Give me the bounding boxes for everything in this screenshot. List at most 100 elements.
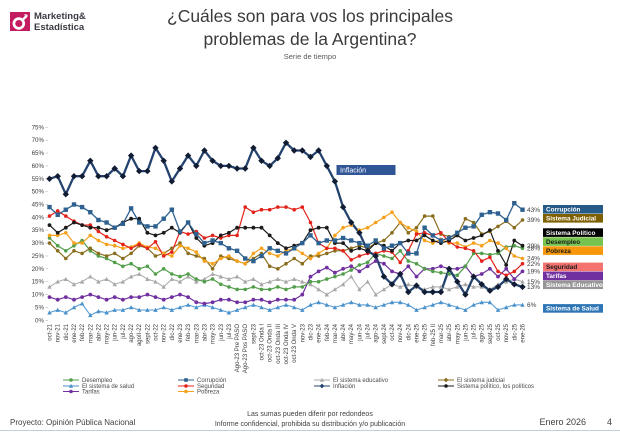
svg-text:nov-21: nov-21	[56, 323, 62, 342]
svg-text:55%: 55%	[32, 176, 45, 183]
svg-text:feb-25: feb-25	[423, 323, 429, 341]
svg-text:abr-22: abr-22	[96, 323, 102, 341]
svg-text:may-23: may-23	[211, 323, 217, 344]
svg-text:jul-24: jul-24	[366, 323, 372, 339]
svg-text:agoII-22: agoII-22	[137, 323, 143, 346]
svg-text:dic-22: dic-22	[170, 323, 176, 340]
svg-text:70%: 70%	[32, 137, 45, 144]
svg-text:30%: 30%	[32, 240, 45, 247]
svg-text:ene-26: ene-26	[521, 323, 527, 342]
svg-text:ene-22: ene-22	[72, 323, 78, 342]
svg-text:Inflación: Inflación	[340, 168, 366, 175]
svg-text:22%: 22%	[527, 261, 540, 268]
svg-text:may-25: may-25	[455, 323, 461, 344]
svg-text:Ago-23 Pos PASO: Ago-23 Pos PASO	[243, 324, 249, 374]
svg-text:35%: 35%	[32, 227, 45, 234]
svg-text:nov-24: nov-24	[398, 323, 404, 342]
svg-text:Sistema Judicial: Sistema Judicial	[546, 216, 596, 223]
svg-text:Corrupción: Corrupción	[546, 207, 581, 214]
svg-text:oct-23 Onda III: oct-23 Onda III	[276, 324, 282, 364]
svg-text:dic-23: dic-23	[309, 323, 315, 340]
svg-text:40%: 40%	[32, 214, 45, 221]
svg-text:Inflación: Inflación	[333, 384, 355, 390]
svg-text:oct-21: oct-21	[48, 323, 54, 340]
svg-text:ago-25: ago-25	[480, 323, 486, 342]
svg-text:Ago-23 Pre PASO: Ago-23 Pre PASO	[235, 324, 241, 373]
svg-text:abr-25: abr-25	[447, 323, 453, 341]
svg-text:abr-24: abr-24	[341, 323, 347, 341]
svg-text:ene-23: ene-23	[178, 323, 184, 342]
svg-text:15%: 15%	[527, 279, 540, 286]
svg-text:0%: 0%	[35, 317, 44, 324]
svg-text:oct-23 Onda I: oct-23 Onda I	[260, 324, 266, 361]
svg-text:may-22: may-22	[105, 323, 111, 344]
svg-text:Sistema político, los político: Sistema político, los políticos	[457, 384, 534, 390]
svg-text:15%: 15%	[32, 279, 45, 286]
svg-text:Sistema de Salud: Sistema de Salud	[546, 306, 599, 313]
svg-text:Sistema Político: Sistema Político	[546, 230, 595, 237]
svg-text:60%: 60%	[32, 163, 45, 170]
svg-text:dic-21: dic-21	[64, 323, 70, 340]
svg-text:19%: 19%	[527, 269, 540, 276]
svg-text:25%: 25%	[32, 253, 45, 260]
svg-text:ene-25: ene-25	[415, 323, 421, 342]
svg-text:oct-23 Onda IV: oct-23 Onda IV	[284, 324, 290, 364]
svg-text:Tarifas: Tarifas	[82, 390, 100, 396]
svg-text:20%: 20%	[32, 266, 45, 273]
svg-text:dic-25: dic-25	[512, 323, 518, 340]
svg-text:Corrupción: Corrupción	[197, 378, 226, 384]
svg-text:may-24: may-24	[349, 323, 355, 344]
svg-text:dic-24: dic-24	[406, 323, 412, 340]
svg-text:jul-23: jul-23	[227, 323, 233, 339]
svg-text:El sistema de salud: El sistema de salud	[82, 384, 134, 390]
svg-text:oct-22: oct-22	[154, 323, 160, 340]
svg-text:29%: 29%	[527, 243, 540, 250]
svg-text:6%: 6%	[527, 302, 537, 309]
svg-text:El sistema educativo: El sistema educativo	[333, 378, 389, 384]
svg-text:ago-24: ago-24	[374, 323, 380, 342]
svg-text:jun-25: jun-25	[463, 323, 469, 341]
svg-text:feb-23: feb-23	[186, 323, 192, 341]
svg-text:oct-23 Onda V: oct-23 Onda V	[292, 324, 298, 363]
svg-text:jul-22: jul-22	[121, 323, 127, 339]
svg-text:ene-24: ene-24	[317, 323, 323, 342]
svg-text:Sistema Educativo: Sistema Educativo	[546, 282, 603, 289]
svg-text:sept-25: sept-25	[488, 323, 494, 344]
svg-text:Tarifas: Tarifas	[546, 273, 567, 280]
svg-text:jul-25: jul-25	[472, 323, 478, 339]
svg-text:39%: 39%	[527, 217, 540, 224]
svg-text:45%: 45%	[32, 202, 45, 209]
svg-text:43%: 43%	[527, 207, 540, 214]
svg-text:sept-23: sept-23	[251, 323, 257, 344]
svg-text:75%: 75%	[32, 124, 45, 131]
svg-text:oct-24: oct-24	[390, 323, 396, 340]
svg-text:50%: 50%	[32, 189, 45, 196]
svg-text:nov-22: nov-22	[162, 323, 168, 342]
svg-text:ago-22: ago-22	[129, 323, 135, 342]
svg-text:Seguridad: Seguridad	[546, 264, 577, 271]
svg-text:jun-22: jun-22	[113, 323, 119, 341]
svg-text:5%: 5%	[35, 304, 44, 311]
svg-text:Desempleo: Desempleo	[82, 378, 113, 384]
svg-text:abr-23: abr-23	[202, 323, 208, 341]
svg-text:Seguridad: Seguridad	[197, 384, 224, 390]
svg-text:sept-22: sept-22	[145, 323, 151, 344]
svg-text:13%: 13%	[527, 284, 540, 291]
svg-text:sept-24: sept-24	[382, 323, 388, 344]
svg-text:Desempleo: Desempleo	[546, 239, 580, 246]
svg-text:mar-24: mar-24	[333, 323, 339, 343]
svg-text:mar-25: mar-25	[439, 323, 445, 343]
svg-text:Pobreza: Pobreza	[197, 390, 220, 396]
svg-text:El sistema judicial: El sistema judicial	[457, 378, 505, 384]
svg-text:oct-25: oct-25	[496, 323, 502, 340]
svg-text:Pobreza: Pobreza	[546, 248, 571, 255]
svg-text:jun-23: jun-23	[219, 323, 225, 341]
svg-text:jun-24: jun-24	[357, 323, 363, 341]
svg-text:feb-24: feb-24	[325, 323, 331, 341]
svg-text:nov-23: nov-23	[300, 323, 306, 342]
svg-text:feb-25 II: feb-25 II	[431, 324, 437, 346]
svg-text:mar-22: mar-22	[88, 323, 94, 343]
svg-text:65%: 65%	[32, 150, 45, 157]
svg-text:10%: 10%	[32, 292, 45, 299]
svg-text:28%: 28%	[527, 246, 540, 253]
